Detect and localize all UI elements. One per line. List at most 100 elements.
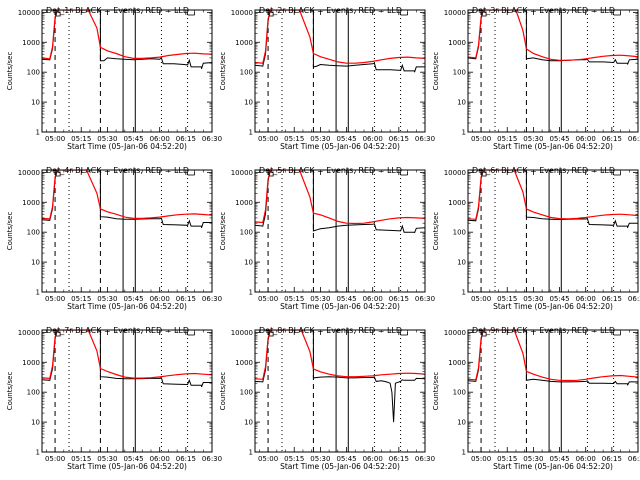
- series-lld-line: [255, 170, 425, 225]
- y-tick-label: 10: [31, 99, 40, 107]
- series-lld-line: [468, 330, 638, 382]
- plot-frame: [41, 9, 213, 133]
- detector-panel-1: Det_1r BLACK = Events, RED = LLD11010010…: [6, 6, 222, 151]
- y-tick-label: 1000: [22, 199, 40, 207]
- y-tick-label: 1: [36, 129, 40, 137]
- x-tick-label: 05:45: [549, 295, 569, 303]
- plot-area: [42, 330, 212, 452]
- y-tick-label: 100: [453, 69, 466, 77]
- x-tick-label: 05:30: [523, 455, 543, 463]
- y-tick-label: 10000: [444, 169, 466, 177]
- x-tick-label: 06:30: [415, 455, 435, 463]
- x-tick-label: 06:30: [628, 295, 640, 303]
- x-tick-label: 05:30: [97, 455, 117, 463]
- x-tick-label: 05:00: [471, 455, 491, 463]
- x-tick-label: 05:45: [336, 135, 356, 143]
- plot-frame: [254, 169, 426, 293]
- x-tick-label: 05:45: [549, 455, 569, 463]
- x-tick-label: 05:45: [336, 455, 356, 463]
- y-tick-label: 1000: [235, 39, 253, 47]
- y-tick-label: 100: [27, 69, 40, 77]
- y-tick-label: 10: [31, 419, 40, 427]
- x-tick-label: 06:15: [176, 135, 196, 143]
- plot-area: [468, 330, 638, 452]
- x-axis-label: Start Time (05-Jan-06 04:52:20): [67, 462, 187, 471]
- y-tick-label: 10: [31, 259, 40, 267]
- x-tick-label: 05:30: [310, 135, 330, 143]
- x-tick-label: 05:45: [336, 295, 356, 303]
- x-tick-label: 05:45: [549, 135, 569, 143]
- y-tick-label: 1000: [448, 359, 466, 367]
- x-axis-label: Start Time (05-Jan-06 04:52:20): [493, 142, 613, 151]
- x-tick-label: 05:15: [497, 295, 517, 303]
- y-tick-label: 1000: [22, 359, 40, 367]
- plot-area: [468, 170, 638, 292]
- y-axis-label: Counts/sec: [219, 372, 227, 411]
- y-tick-label: 1: [249, 289, 253, 297]
- y-tick-label: 100: [453, 389, 466, 397]
- y-axis-label: Counts/sec: [432, 372, 440, 411]
- x-tick-label: 06:30: [202, 135, 222, 143]
- plot-area: [42, 170, 212, 292]
- x-tick-label: 05:00: [471, 135, 491, 143]
- x-tick-label: 05:15: [71, 295, 91, 303]
- x-tick-label: 06:30: [415, 135, 435, 143]
- y-axis-label: Counts/sec: [6, 52, 14, 91]
- y-axis-label: Counts/sec: [6, 372, 14, 411]
- y-tick-label: 10000: [444, 329, 466, 337]
- detector-panel-2: Det_2r BLACK = Events, RED = LLD11010010…: [219, 6, 435, 151]
- detector-panel-4: Det_4r BLACK = Events, RED = LLD11010010…: [6, 166, 222, 311]
- x-axis-label: Start Time (05-Jan-06 04:52:20): [280, 142, 400, 151]
- x-tick-label: 06:15: [176, 295, 196, 303]
- x-tick-label: 05:00: [258, 455, 278, 463]
- plot-frame: [467, 9, 639, 133]
- series-lld-line: [468, 170, 638, 220]
- flag-marker: [268, 11, 274, 17]
- x-tick-label: 05:15: [71, 135, 91, 143]
- plot-area: [42, 10, 212, 132]
- x-tick-label: 05:15: [497, 455, 517, 463]
- x-tick-label: 06:15: [176, 455, 196, 463]
- plot-area: [468, 10, 638, 132]
- series-events-line: [468, 170, 638, 228]
- series-events-line: [42, 330, 212, 388]
- y-axis-label: Counts/sec: [219, 52, 227, 91]
- x-tick-label: 05:45: [123, 135, 143, 143]
- detector-panel-8: Det_8r BLACK = Events, RED = LLD11010010…: [219, 326, 435, 471]
- y-axis-label: Counts/sec: [6, 212, 14, 251]
- flag-marker: [481, 331, 487, 337]
- x-axis-label: Start Time (05-Jan-06 04:52:20): [280, 302, 400, 311]
- x-tick-label: 05:30: [523, 135, 543, 143]
- x-tick-label: 05:45: [123, 455, 143, 463]
- plot-frame: [467, 329, 639, 453]
- x-tick-label: 05:15: [284, 295, 304, 303]
- flag-marker: [481, 11, 487, 17]
- x-tick-label: 05:30: [523, 295, 543, 303]
- x-tick-label: 06:15: [602, 135, 622, 143]
- y-axis-label: Counts/sec: [432, 52, 440, 91]
- series-events-line: [468, 10, 638, 65]
- series-lld-line: [255, 10, 425, 64]
- x-axis-label: Start Time (05-Jan-06 04:52:20): [493, 302, 613, 311]
- x-tick-label: 05:15: [71, 455, 91, 463]
- y-tick-label: 10: [457, 419, 466, 427]
- y-tick-label: 1: [249, 449, 253, 457]
- detector-panel-7: Det_7r BLACK = Events, RED = LLD11010010…: [6, 326, 222, 471]
- x-tick-label: 05:15: [284, 455, 304, 463]
- x-tick-label: 05:00: [45, 455, 65, 463]
- y-tick-label: 10000: [18, 329, 40, 337]
- y-tick-label: 10: [244, 419, 253, 427]
- x-tick-label: 06:30: [202, 295, 222, 303]
- y-tick-label: 1: [249, 129, 253, 137]
- flag-marker: [268, 331, 274, 337]
- series-events-line: [468, 330, 638, 386]
- x-tick-label: 05:30: [97, 135, 117, 143]
- flag-marker: [55, 331, 61, 337]
- y-tick-label: 100: [453, 229, 466, 237]
- x-tick-label: 05:30: [310, 295, 330, 303]
- series-lld-line: [42, 330, 212, 380]
- y-tick-label: 1000: [22, 39, 40, 47]
- y-tick-label: 100: [240, 389, 253, 397]
- plot-frame: [41, 169, 213, 293]
